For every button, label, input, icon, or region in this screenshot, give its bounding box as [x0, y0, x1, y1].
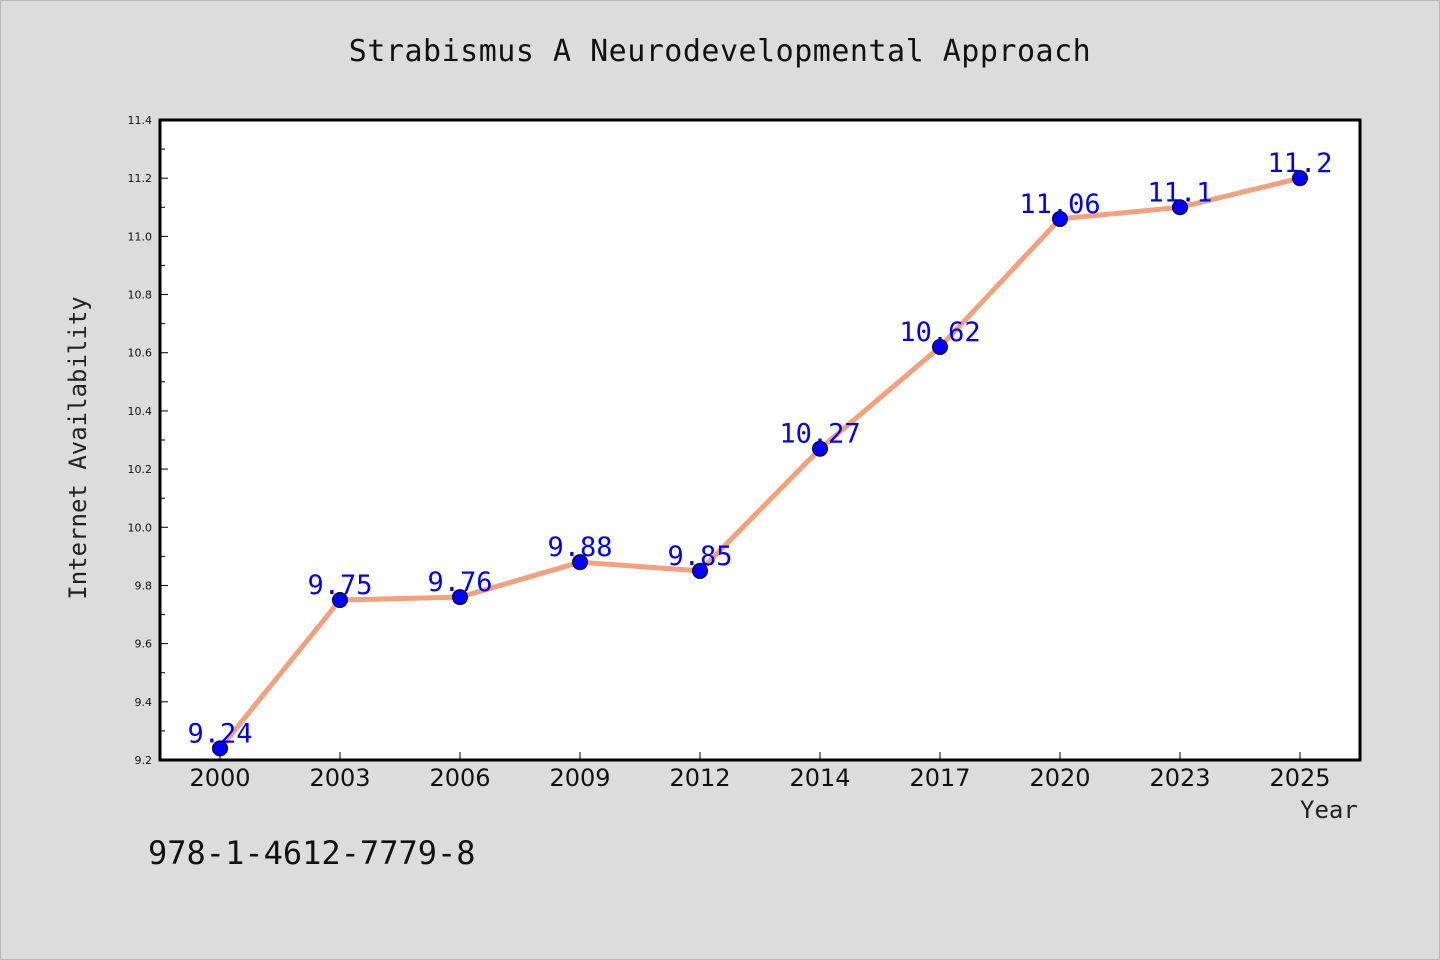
- plot-background: [160, 120, 1360, 760]
- y-tick-label: 11.0: [128, 230, 153, 243]
- y-axis-label: Internet Availability: [64, 296, 92, 600]
- data-point: [572, 554, 588, 571]
- y-tick-label: 10.8: [128, 289, 153, 302]
- data-point: [932, 338, 948, 355]
- data-point: [812, 440, 828, 457]
- y-tick-label: 11.2: [128, 172, 153, 185]
- x-axis-label: Year: [1300, 796, 1358, 824]
- chart-title: Strabismus A Neurodevelopmental Approach: [348, 34, 1092, 69]
- x-tick-label: 2009: [549, 764, 610, 792]
- x-tick-label: 2017: [909, 764, 970, 792]
- y-tick-label: 9.4: [135, 696, 153, 709]
- data-point: [212, 740, 228, 757]
- x-tick-label: 2006: [429, 764, 490, 792]
- x-tick-label: 2000: [189, 764, 250, 792]
- data-point: [692, 562, 708, 579]
- y-tick-label: 10.6: [128, 347, 153, 360]
- data-point: [452, 589, 468, 606]
- y-tick-label: 11.4: [128, 114, 153, 127]
- data-point: [332, 592, 348, 608]
- y-tick-label: 10.0: [128, 521, 153, 534]
- x-tick-label: 2012: [669, 764, 730, 792]
- x-tick-label: 2003: [309, 764, 370, 792]
- data-point: [1172, 199, 1188, 216]
- x-tick-label: 2014: [789, 764, 850, 792]
- x-tick-label: 2025: [1269, 764, 1330, 792]
- y-tick-label: 10.4: [128, 405, 153, 418]
- x-tick-label: 2020: [1029, 764, 1090, 792]
- series-line: [217, 175, 1303, 751]
- y-tick-label: 9.2: [135, 754, 153, 767]
- y-tick-label: 9.6: [135, 638, 153, 651]
- plot-border: [158, 118, 1362, 762]
- y-tick-label: 10.2: [128, 463, 153, 476]
- y-tick-label: 9.8: [135, 579, 153, 592]
- isbn-footnote: 978-1-4612-7779-8: [148, 834, 476, 872]
- x-tick-label: 2023: [1149, 764, 1210, 792]
- data-point: [1052, 210, 1068, 227]
- data-point: [1292, 170, 1308, 187]
